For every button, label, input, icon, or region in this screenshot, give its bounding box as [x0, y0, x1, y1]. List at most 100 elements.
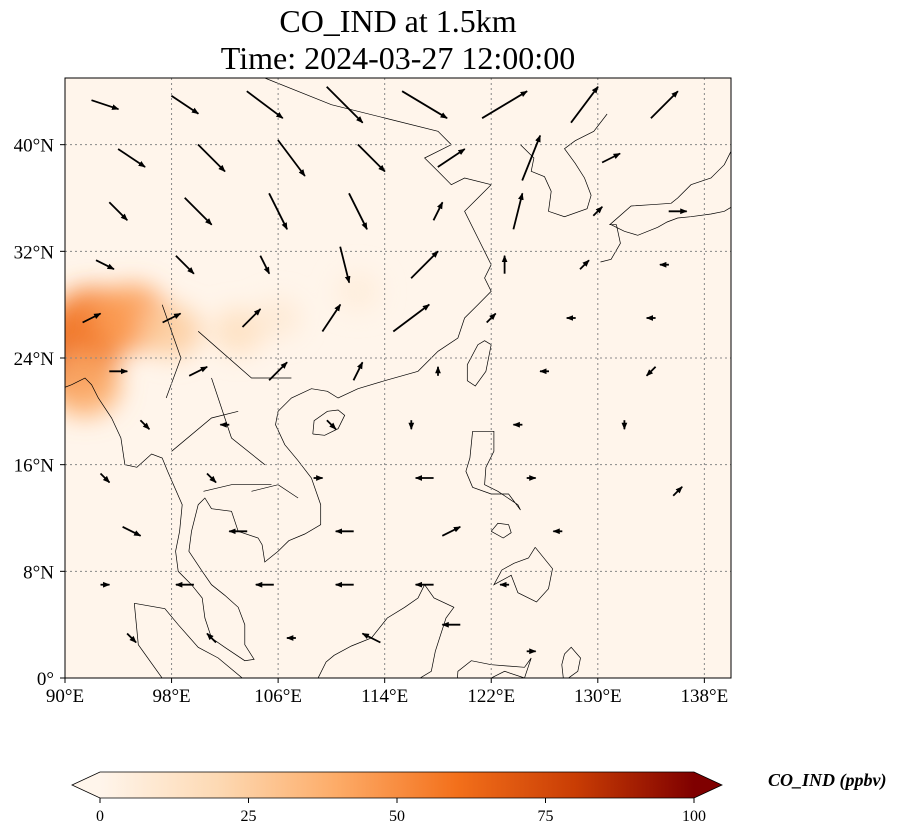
wind-vector-53	[206, 472, 217, 484]
coastline-segment-7	[490, 522, 512, 539]
wind-vector-35	[392, 303, 430, 333]
y-tick-label: 32°N	[14, 242, 55, 263]
y-tick-label: 8°N	[23, 562, 54, 583]
x-tick-label: 98°E	[152, 686, 190, 707]
wind-vector-9	[197, 143, 226, 173]
coastlines	[65, 78, 731, 678]
colorbar-tick-label: 25	[241, 808, 257, 825]
concentration-patch-7	[335, 271, 381, 312]
colorbar-ticks: 0 25 50 75 100	[96, 798, 706, 825]
wind-vector-42	[352, 361, 364, 381]
coastline-segment-0	[65, 78, 492, 662]
wind-vector-31	[82, 312, 102, 324]
wind-vector-29	[579, 259, 590, 270]
wind-vector-17	[268, 192, 288, 230]
wind-vector-26	[339, 246, 351, 284]
x-tick-label: 114°E	[361, 686, 408, 707]
wind-vector-61	[441, 525, 461, 537]
coastline-segment-10	[133, 602, 243, 678]
wind-vector-18	[348, 192, 368, 230]
wind-vector-69	[126, 632, 137, 644]
colorbar-extend-right	[694, 772, 722, 798]
colorbar-gradient	[100, 772, 694, 798]
wind-vector-70	[206, 632, 217, 644]
wind-vector-34	[321, 303, 342, 332]
wind-vector-23	[95, 259, 115, 271]
map-frame	[64, 77, 732, 679]
wind-vector-19	[432, 201, 444, 221]
wind-vector-10	[277, 139, 306, 177]
wind-vector-48	[326, 419, 337, 430]
y-tick-label: 24°N	[14, 349, 55, 370]
y-tick-label: 16°N	[14, 456, 55, 477]
colorbar-extend-left	[72, 772, 100, 798]
x-axis-ticks: 90°E 98°E 106°E 114°E 122°E 130°E 138°E	[46, 678, 728, 707]
wind-vector-3	[326, 86, 364, 124]
wind-vector-46	[139, 419, 151, 430]
wind-vector-21	[592, 206, 603, 217]
y-axis-ticks: 0° 8°N 16°N 24°N 32°N 40°N	[14, 136, 65, 690]
colorbar: 0 25 50 75 100	[71, 771, 723, 825]
wind-vector-57	[672, 486, 683, 497]
x-tick-label: 106°E	[254, 686, 302, 707]
wind-vector-45	[645, 366, 657, 377]
x-tick-label: 130°E	[574, 686, 622, 707]
map-title: CO_IND at 1.5km	[279, 3, 517, 39]
wind-vector-41	[268, 361, 288, 381]
concentration-patch-5	[212, 307, 265, 355]
wind-vector-11	[357, 143, 386, 173]
wind-vector-7	[650, 90, 679, 119]
colorbar-tick-label: 100	[682, 808, 706, 825]
wind-vector-25	[259, 255, 271, 275]
colorbar-tick-label: 0	[96, 808, 104, 825]
wind-vector-12	[437, 148, 466, 168]
y-tick-label: 40°N	[14, 136, 55, 157]
x-tick-label: 90°E	[46, 686, 84, 707]
wind-vector-14	[601, 152, 621, 164]
wind-vector-16	[184, 197, 213, 226]
x-tick-label: 122°E	[467, 686, 515, 707]
wind-vectors	[82, 86, 688, 655]
y-tick-label: 0°	[37, 669, 54, 690]
coastline-segment-3	[520, 113, 608, 218]
map-subtitle-time: Time: 2024-03-27 12:00:00	[220, 40, 576, 76]
colorbar-tick-label: 50	[389, 808, 405, 825]
coastline-segment-4	[600, 151, 731, 263]
wind-vector-27	[410, 250, 439, 279]
map-panel	[64, 77, 732, 679]
coastline-segment-19	[203, 484, 272, 492]
wind-vector-33	[241, 308, 262, 328]
colorbar-label: CO_IND (ppbv)	[768, 770, 887, 790]
coastline-segment-11	[457, 657, 532, 678]
colorbar-tick-label: 75	[538, 808, 554, 825]
wind-vector-32	[162, 312, 182, 324]
wind-vector-2	[246, 90, 284, 119]
wind-vector-1	[170, 94, 199, 115]
wind-vector-4	[401, 90, 448, 119]
wind-vector-52	[99, 472, 111, 484]
x-tick-label: 138°E	[681, 686, 729, 707]
coastline-segment-9	[317, 584, 455, 678]
coastline-segment-15	[211, 377, 266, 465]
wind-vector-0	[91, 99, 120, 111]
coastline-segment-6	[465, 430, 521, 511]
coastline-segment-12	[561, 646, 581, 678]
concentration-patch-3	[65, 352, 121, 418]
coastline-segment-1	[466, 340, 492, 387]
wind-vector-40	[188, 365, 208, 377]
wind-vector-72	[361, 632, 381, 644]
wind-vector-36	[486, 312, 497, 324]
coastline-segment-2	[312, 409, 346, 436]
wind-vector-5	[481, 90, 528, 119]
wind-vector-6	[570, 86, 599, 124]
wind-vector-20	[512, 192, 524, 230]
wind-vector-24	[175, 255, 195, 275]
wind-vector-58	[122, 525, 142, 537]
coastline-segment-8	[493, 547, 553, 603]
wind-vector-15	[108, 201, 128, 221]
map-background	[65, 78, 731, 678]
wind-vector-13	[521, 134, 542, 181]
coastline-segment-5	[610, 206, 731, 236]
wind-vector-8	[117, 148, 146, 168]
